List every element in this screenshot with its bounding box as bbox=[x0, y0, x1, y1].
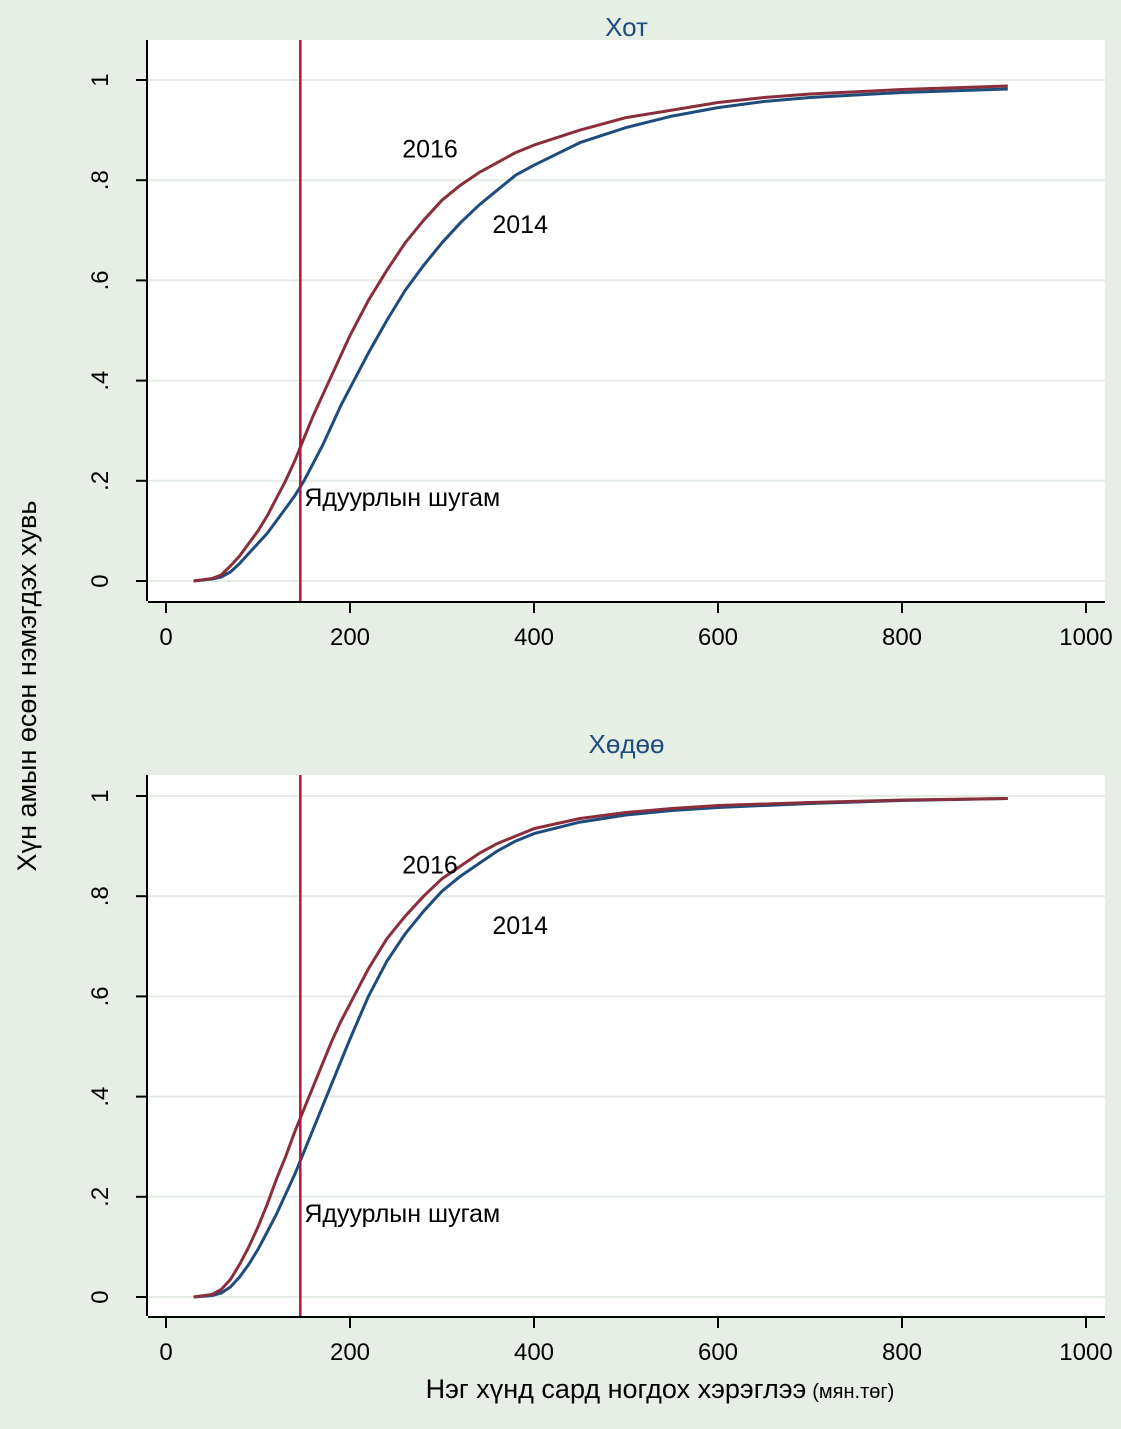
y-tick-label-5: 1 bbox=[87, 73, 114, 86]
panel-urban: Хот 0 .2 .4 .6 .8 1 0 200 400 600 800 1000 Ядуурлын ш… bbox=[87, 12, 1113, 651]
x-tick-label-1: 200 bbox=[330, 1339, 370, 1366]
x-axis-unit: (мян.төг) bbox=[812, 1381, 894, 1403]
x-tick-label-3: 600 bbox=[698, 1339, 738, 1366]
y-tick-label-3: .6 bbox=[87, 986, 114, 1006]
poverty-line-label: Ядуурлын шугам bbox=[304, 1200, 500, 1228]
y-tick-label-5: 1 bbox=[87, 789, 114, 802]
series-line-2014 bbox=[193, 87, 1008, 583]
y-tick-label-3: .6 bbox=[87, 270, 114, 290]
x-tick-label-0: 0 bbox=[159, 1339, 172, 1366]
poverty-line-label: Ядуурлын шугам bbox=[304, 484, 500, 512]
y-tick-label-4: .8 bbox=[87, 886, 114, 906]
y-tick-label-2: .4 bbox=[87, 371, 114, 391]
plot-area bbox=[148, 40, 1105, 601]
x-tick-label-4: 800 bbox=[882, 1339, 922, 1366]
series-line-2016 bbox=[193, 797, 1008, 1299]
y-tick-label-4: .8 bbox=[87, 170, 114, 190]
series-annotation-2014: 2014 bbox=[492, 912, 548, 940]
x-tick-label-2: 400 bbox=[514, 1339, 554, 1366]
panel-rural: Хөдөө 0 .2 .4 .6 .8 1 0 200 400 600 800 1000 Ядуурлын… bbox=[87, 729, 1113, 1366]
plot-area bbox=[148, 775, 1105, 1316]
x-tick-label-5: 1000 bbox=[1059, 1339, 1112, 1366]
x-tick-label-3: 600 bbox=[698, 624, 738, 651]
series-annotation-2016: 2016 bbox=[402, 852, 458, 880]
panel-title: Хот bbox=[605, 12, 648, 42]
x-axis-title-text: Нэг хүнд сард ногдох хэрэглээ bbox=[426, 1374, 807, 1404]
x-tick-label-1: 200 bbox=[330, 624, 370, 651]
series-line-2014 bbox=[193, 797, 1008, 1299]
y-tick-label-0: 0 bbox=[87, 1290, 114, 1303]
y-tick-label-1: .2 bbox=[87, 1187, 114, 1207]
y-axis-title: Хүн амын өсөн нэмэгдэх хувь bbox=[12, 501, 42, 872]
series-annotation-2014: 2014 bbox=[492, 211, 548, 239]
x-tick-label-2: 400 bbox=[514, 624, 554, 651]
series-line-2016 bbox=[193, 84, 1008, 583]
x-tick-label-4: 800 bbox=[882, 624, 922, 651]
series-annotation-2016: 2016 bbox=[402, 136, 458, 164]
x-axis-title: Нэг хүнд сард ногдох хэрэглээ (мян.төг) bbox=[426, 1374, 895, 1404]
y-tick-label-1: .2 bbox=[87, 471, 114, 491]
y-tick-label-2: .4 bbox=[87, 1087, 114, 1107]
x-tick-label-5: 1000 bbox=[1059, 624, 1112, 651]
x-tick-label-0: 0 bbox=[159, 624, 172, 651]
panel-title: Хөдөө bbox=[589, 729, 665, 759]
y-tick-label-0: 0 bbox=[87, 574, 114, 587]
